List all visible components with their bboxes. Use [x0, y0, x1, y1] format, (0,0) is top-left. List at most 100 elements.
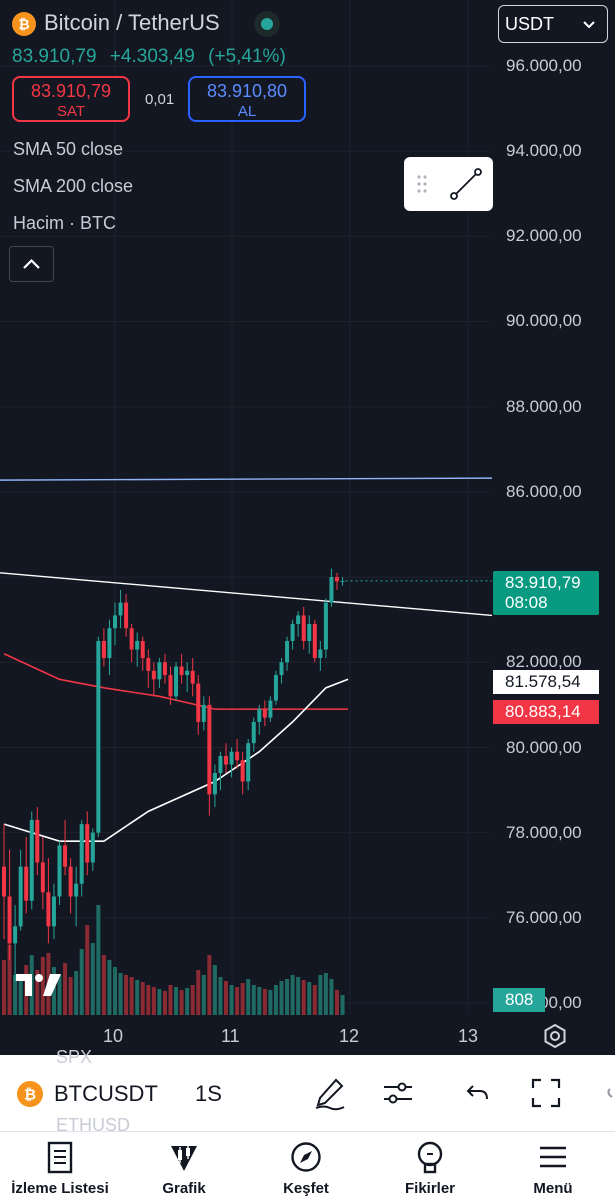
- symbol-search-button[interactable]: BTCUSDT: [54, 1081, 158, 1106]
- bar-countdown: 08:08: [505, 593, 548, 612]
- symbol-toolbar: SPX ETHUSD: [0, 1047, 615, 1135]
- candle-body: [35, 819, 40, 863]
- indicator-sma200[interactable]: SMA 200 close: [13, 176, 134, 196]
- chevron-down-icon: [583, 21, 595, 29]
- volume-bar: [323, 973, 328, 1015]
- more-tools-icon[interactable]: [596, 1075, 615, 1111]
- sma200-line: [3, 653, 349, 710]
- volume-bar: [96, 905, 101, 1015]
- volume-bar: [207, 955, 212, 1015]
- volume-bar: [13, 975, 18, 1015]
- nav-watchlist[interactable]: İzleme Listesi: [0, 1132, 120, 1201]
- volume-bar: [113, 967, 117, 1015]
- candle-body: [224, 755, 228, 765]
- candle-body: [24, 866, 29, 901]
- sma50-line: [3, 678, 349, 842]
- candle-body: [196, 683, 201, 722]
- volume-bar: [146, 985, 151, 1015]
- nav-chart[interactable]: Grafik: [124, 1132, 244, 1201]
- price-axis-label: 96.000,00: [506, 56, 582, 75]
- candle-body: [190, 670, 195, 684]
- volume-bar: [201, 975, 206, 1015]
- volume-bar: [140, 982, 145, 1015]
- time-axis-label: 12: [339, 1026, 360, 1046]
- volume-bar: [118, 973, 123, 1015]
- volume-bar: [196, 970, 201, 1015]
- volume-bar: [235, 987, 240, 1015]
- candle-body: [296, 615, 301, 624]
- volume-bar: [68, 977, 73, 1015]
- bitcoin-icon: ₿: [17, 1081, 43, 1107]
- candle-body: [307, 623, 312, 641]
- sma200-value-tag: 80.883,14: [493, 700, 599, 724]
- price-change-percent: (+5,41%): [208, 46, 286, 67]
- trend-line-tool-icon[interactable]: [446, 164, 486, 204]
- volume-bar: [296, 977, 301, 1015]
- candle-body: [68, 866, 73, 897]
- candle-body: [157, 662, 162, 680]
- nav-menu[interactable]: Menü: [493, 1132, 613, 1201]
- horizontal-line: [0, 477, 493, 481]
- volume-bar: [285, 979, 290, 1015]
- volume-bar: [312, 985, 317, 1015]
- indicator-sma50[interactable]: SMA 50 close: [13, 139, 124, 159]
- fullscreen-icon[interactable]: [528, 1075, 564, 1111]
- candle-body: [51, 896, 56, 927]
- svg-text:₿: ₿: [18, 16, 29, 32]
- volume-bar: [51, 967, 56, 1015]
- volume-bar: [290, 975, 295, 1015]
- candle-body: [2, 866, 6, 897]
- candle-body: [162, 662, 167, 676]
- nav-ideas[interactable]: Fikirler: [370, 1132, 490, 1201]
- volume-bar: [307, 982, 312, 1015]
- currency-select[interactable]: USDT: [498, 5, 608, 43]
- last-price-tag-value: 83.910,79: [505, 573, 581, 592]
- indicators-sliders-icon[interactable]: [380, 1075, 416, 1111]
- collapse-indicators-button[interactable]: [9, 246, 54, 282]
- price-chart[interactable]: [0, 0, 615, 1055]
- tradingview-logo: [16, 974, 61, 996]
- volume-bar: [124, 975, 129, 1015]
- candle-body: [18, 866, 23, 927]
- volume-bar: [101, 955, 106, 1015]
- candle-body: [96, 640, 101, 833]
- symbol-title[interactable]: Bitcoin / TetherUS: [44, 10, 220, 35]
- candle-body: [301, 615, 306, 641]
- candle-body: [279, 662, 284, 676]
- volume-bar: [35, 970, 40, 1015]
- buy-button[interactable]: 83.910,80 AL: [188, 76, 306, 122]
- drawing-tools-pen-icon[interactable]: [312, 1075, 348, 1111]
- volume-bar: [151, 987, 156, 1015]
- drag-handle-icon[interactable]: [412, 157, 432, 211]
- volume-bar: [7, 945, 12, 1015]
- candle-body: [174, 666, 179, 697]
- chart-settings-icon[interactable]: [542, 1023, 568, 1049]
- interval-button[interactable]: 1S: [195, 1081, 222, 1106]
- candle-body: [251, 721, 256, 744]
- bitcoin-icon: ₿: [12, 12, 36, 36]
- volume-bar: [18, 980, 23, 1015]
- indicator-volume[interactable]: Hacim · BTC: [13, 213, 116, 233]
- chart-area[interactable]: ₿ Bitcoin / TetherUS 83.910,79 +4.303,49…: [0, 0, 615, 1055]
- drawing-tool-panel[interactable]: [404, 157, 493, 211]
- time-axis-label: 13: [458, 1026, 479, 1046]
- lightbulb-icon: [417, 1141, 443, 1174]
- volume-bar: [318, 975, 323, 1015]
- undo-icon[interactable]: [460, 1075, 496, 1111]
- buy-label: AL: [237, 103, 257, 120]
- volume-bar: [224, 981, 228, 1015]
- candle-body: [312, 623, 317, 659]
- volume-bar: [85, 925, 90, 1015]
- price-change: +4.303,49: [109, 46, 195, 67]
- candle-body: [240, 760, 245, 782]
- currency-value: USDT: [505, 14, 554, 34]
- candle-body: [118, 602, 123, 616]
- volume-bar: [162, 991, 167, 1015]
- candle-body: [323, 602, 328, 650]
- volume-bar: [212, 965, 217, 1015]
- volume-bar: [301, 980, 306, 1015]
- market-status-icon[interactable]: [254, 11, 280, 37]
- sell-button[interactable]: 83.910,79 SAT: [12, 76, 130, 122]
- nav-explore[interactable]: Keşfet: [246, 1132, 366, 1201]
- volume-bar: [107, 960, 112, 1015]
